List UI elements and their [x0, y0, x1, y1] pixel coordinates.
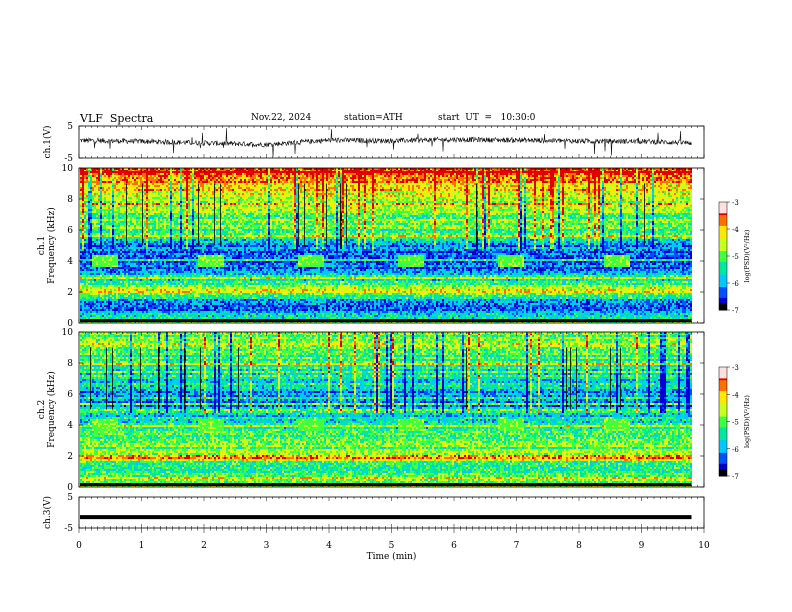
time-axis-tick-label: 0 — [76, 541, 82, 551]
ch1-spectrogram-dc-band — [80, 319, 692, 322]
ch2-spectrogram-colorbar-tick: -6 — [732, 446, 739, 454]
ch2-spectrogram-cells — [80, 332, 692, 487]
ch2-spectrogram-y-tick-label: 0 — [67, 483, 73, 493]
ch2-spectrogram-colorbar-tick: -3 — [732, 364, 739, 372]
ch1-spectrogram-cells — [80, 168, 692, 323]
ch1-spectrogram-y-tick-label: 8 — [67, 195, 73, 205]
ch2-spectrogram-colorbar-tick: -7 — [732, 473, 739, 481]
ch2-spectrogram-colorbar-tick: -5 — [732, 419, 739, 427]
time-axis-label: Time (min) — [367, 551, 417, 562]
time-axis-tick-label: 9 — [639, 541, 645, 551]
ch1-spectrogram-colorbar-tick: -4 — [732, 226, 739, 234]
time-axis-tick-label: 3 — [264, 541, 270, 551]
ch1-spectrogram-colorbar-tick: -6 — [732, 280, 739, 288]
time-axis-tick-label: 1 — [139, 541, 145, 551]
time-axis-tick-label: 7 — [514, 541, 520, 551]
time-axis-tick-label: 6 — [451, 541, 457, 551]
time-axis-tick-label: 8 — [576, 541, 582, 551]
ch2-spectrogram-y-tick-label: 2 — [67, 452, 73, 462]
ch1-spectrogram-colorbar — [719, 202, 727, 311]
ch1-waveform-ylabel: ch.1(V) — [42, 126, 53, 159]
ch1-spectrogram-y-tick-label: 4 — [67, 257, 73, 267]
ch1-spectrogram-y-tick-label: 2 — [67, 288, 73, 298]
ch2-spectrogram-y-tick-label: 8 — [67, 359, 73, 369]
ch2-spectrogram-y-tick-label: 4 — [67, 421, 73, 431]
ch2-spectrogram-ylabel: Frequency (kHz) — [46, 371, 57, 448]
ch3-waveform-y-tick-label: -5 — [64, 524, 73, 534]
ch1-waveform-y-tick-label: 5 — [67, 122, 73, 132]
ch1-spectrogram-colorbar-tick: -5 — [732, 253, 739, 261]
ch1-waveform-y-tick-label: -5 — [64, 154, 73, 164]
ch3-waveform-ylabel: ch.3(V) — [42, 496, 53, 529]
ch2-spectrogram-colorbar-tick: -4 — [732, 391, 739, 399]
ch1-spectrogram-y-tick-label: 6 — [67, 226, 73, 236]
ch2-spectrogram-colorbar — [719, 367, 727, 477]
time-axis-tick-label: 10 — [698, 541, 710, 551]
time-axis-tick-label: 5 — [389, 541, 395, 551]
ch1-waveform-trace — [80, 128, 692, 157]
ch2-spectrogram-channel-label: ch.2 — [37, 400, 47, 419]
ch1-spectrogram-y-tick-label: 10 — [62, 164, 74, 174]
time-axis-tick-label: 2 — [201, 541, 207, 551]
ch1-spectrogram-colorbar-label: log(PSD)(V²/Hz) — [743, 229, 751, 282]
ch1-spectrogram-channel-label: ch.1 — [37, 236, 47, 255]
ch2-spectrogram-colorbar-label: log(PSD)(V²/Hz) — [743, 395, 751, 448]
ch2-spectrogram-y-tick-label: 10 — [62, 328, 74, 338]
ch3-waveform-y-tick-label: 5 — [67, 493, 73, 503]
ch1-spectrogram-colorbar-tick: -7 — [732, 307, 739, 315]
ch2-spectrogram-y-tick-label: 6 — [67, 390, 73, 400]
ch1-spectrogram-ylabel: Frequency (kHz) — [46, 207, 57, 284]
ch2-spectrogram-dc-band — [80, 483, 692, 486]
ch3-waveform-frame — [79, 497, 704, 528]
time-axis-tick-label: 4 — [326, 541, 332, 551]
ch1-spectrogram-colorbar-tick: -3 — [732, 199, 739, 207]
